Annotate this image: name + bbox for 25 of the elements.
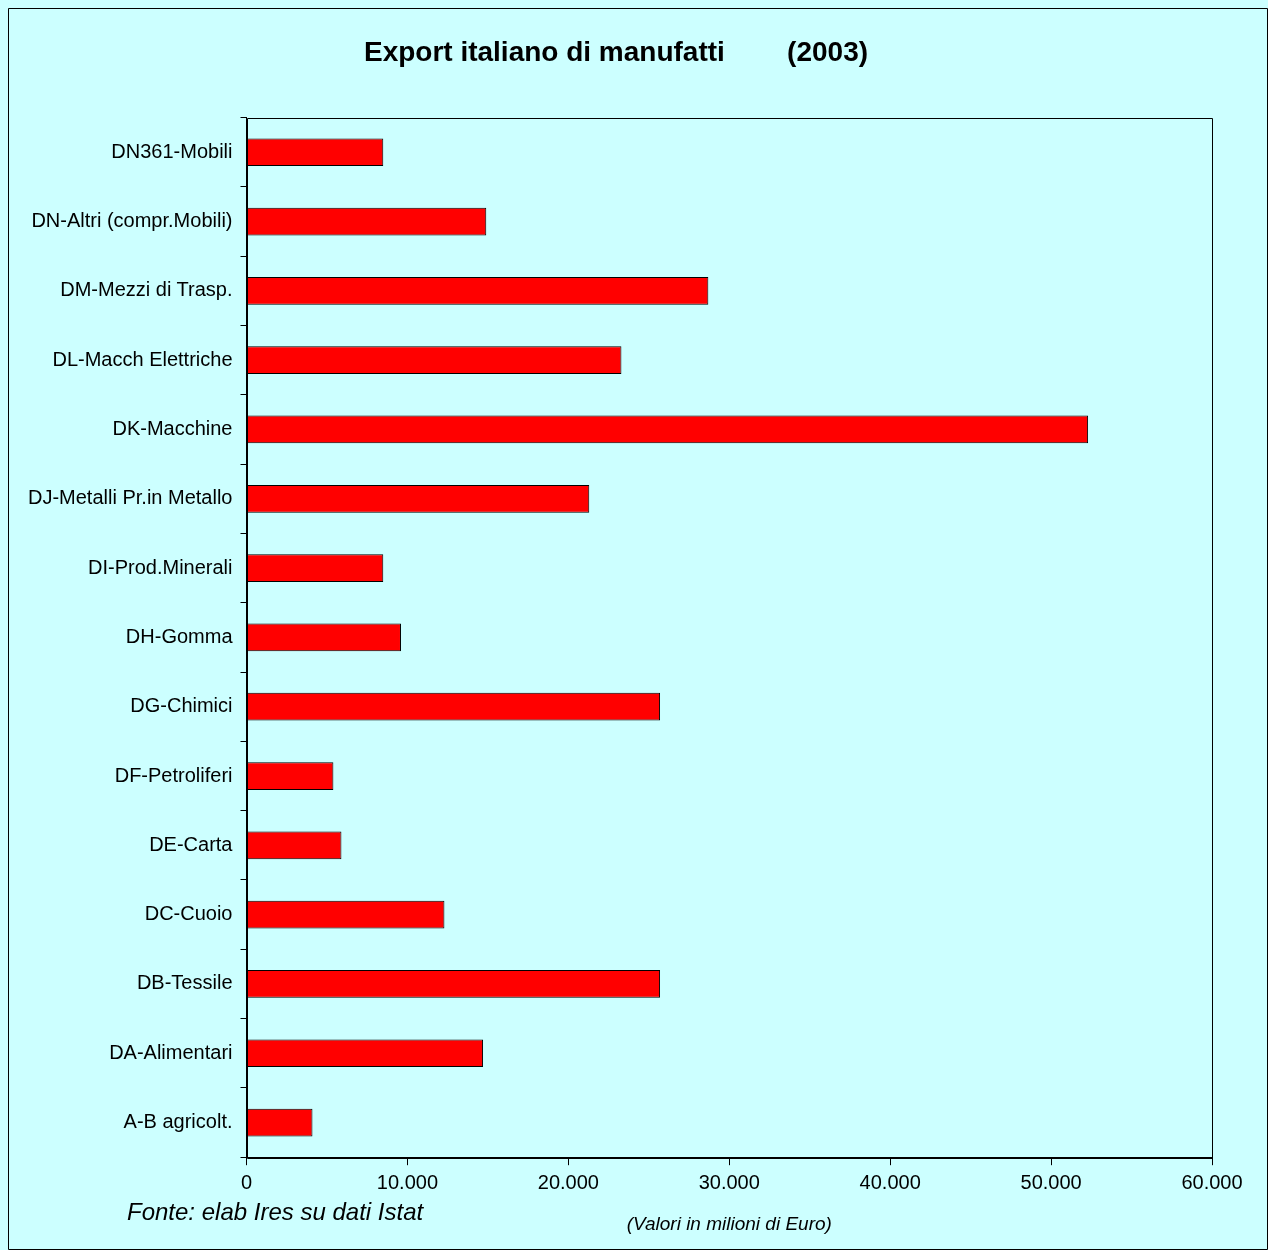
y-tick-label: DB-Tessile: [136, 971, 233, 994]
x-tick-label: 50.000: [1020, 1170, 1082, 1193]
source-note: Fonte: elab Ires su dati Istat: [127, 1197, 425, 1225]
y-tick-label: DI-Prod.Minerali: [88, 555, 233, 578]
x-tick-label: 60.000: [1181, 1170, 1243, 1193]
y-tick-label: A-B agricolt.: [123, 1110, 233, 1133]
x-tick-label: 20.000: [537, 1170, 599, 1193]
y-tick-label: DF-Petroliferi: [114, 763, 233, 786]
y-tick-label: DH-Gomma: [125, 624, 234, 647]
chart-title: Export italiano di manufatti (2003): [363, 35, 869, 67]
y-tick-label: DL-Macch Elettriche: [52, 347, 233, 370]
y-tick-label: DN361-Mobili: [111, 139, 233, 162]
y-tick-label: DG-Chimici: [130, 694, 233, 717]
y-tick-label: DE-Carta: [149, 832, 234, 855]
x-axis-title: (Valori in milioni di Euro): [626, 1212, 832, 1234]
y-tick-label: DN-Altri (compr.Mobili): [31, 209, 233, 232]
y-tick-label: DJ-Metalli Pr.in Metallo: [27, 486, 233, 509]
y-tick-label: DK-Macchine: [112, 417, 233, 439]
y-tick-label: DM-Mezzi di Trasp.: [60, 278, 233, 301]
x-tick-label: 0: [240, 1170, 253, 1193]
x-tick-label: 10.000: [376, 1170, 438, 1193]
y-tick-label: DA-Alimentari: [109, 1040, 233, 1063]
x-tick-label: 40.000: [859, 1170, 921, 1193]
y-tick-label: DC-Cuoio: [144, 902, 233, 925]
x-tick-label: 30.000: [698, 1170, 760, 1193]
